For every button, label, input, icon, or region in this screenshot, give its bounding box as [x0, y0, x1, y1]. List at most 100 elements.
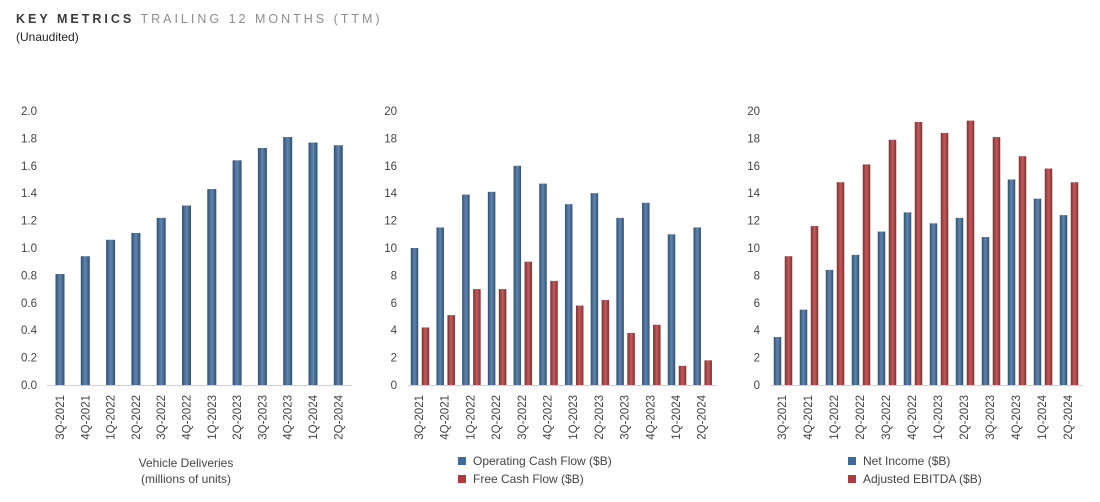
x-tick-label: 4Q-2021: [803, 395, 815, 440]
bar-red-series: [836, 182, 845, 385]
y-tick-label: 0.4: [21, 325, 38, 337]
bar-blue-series: [693, 227, 701, 385]
bar-red-series: [862, 164, 871, 385]
y-tick-label: 2: [391, 353, 397, 365]
bar-red-series: [601, 300, 610, 385]
x-tick-label: 2Q-2022: [131, 395, 143, 440]
x-tick-label: 1Q-2022: [829, 395, 841, 440]
bar-blue-series: [462, 194, 470, 385]
x-tick-label: 3Q-2022: [881, 395, 893, 440]
page-title: KEY METRICS TRAILING 12 MONTHS (TTM): [16, 10, 383, 28]
x-tick-label: 4Q-2023: [1011, 395, 1023, 440]
bar-blue-series: [851, 254, 860, 385]
y-tick-label: 0: [391, 380, 397, 392]
y-tick-label: 4: [754, 325, 761, 337]
x-tick-label: 2Q-2023: [959, 395, 971, 440]
bar-blue-series: [1007, 179, 1016, 385]
bar-red-series: [940, 132, 949, 385]
bar-blue-series: [929, 223, 938, 385]
legend-swatch: [848, 475, 856, 483]
x-tick-label: 1Q-2024: [308, 394, 320, 439]
bar-red-series: [992, 137, 1001, 385]
x-tick-label: 1Q-2022: [465, 395, 477, 440]
x-tick-label: 2Q-2024: [697, 394, 709, 439]
bar-red-series: [524, 261, 533, 385]
y-tick-label: 1.4: [21, 188, 38, 200]
y-tick-label: 0.0: [21, 380, 37, 392]
bar-red-series: [914, 121, 923, 386]
bar-blue-series: [1059, 215, 1068, 385]
bar-deliveries: [156, 217, 166, 385]
bar-blue-series: [903, 212, 912, 385]
title-subtitle: TRAILING 12 MONTHS (TTM): [140, 12, 383, 26]
bar-red-series: [678, 365, 687, 385]
bar-blue-series: [825, 269, 834, 385]
legend-label: Operating Cash Flow ($B): [473, 454, 612, 468]
bar-blue-series: [955, 217, 964, 385]
bar-deliveries: [333, 145, 343, 385]
legend-swatch: [848, 457, 856, 465]
x-tick-label: 3Q-2021: [777, 395, 789, 440]
x-tick-label: 4Q-2022: [182, 395, 194, 440]
title-main: KEY METRICS: [16, 12, 135, 26]
y-tick-label: 10: [384, 243, 397, 255]
bar-red-series: [653, 324, 661, 385]
bar-red-series: [704, 360, 712, 385]
unaudited-note: (Unaudited): [16, 30, 79, 44]
bar-deliveries: [106, 239, 116, 385]
bar-red-series: [966, 120, 975, 385]
y-tick-label: 20: [747, 106, 760, 118]
y-tick-label: 2.0: [21, 106, 37, 118]
x-tick-label: 2Q-2023: [232, 395, 244, 440]
legend-label: Net Income ($B): [863, 454, 950, 468]
y-tick-label: 1.8: [21, 133, 37, 145]
bar-deliveries: [182, 205, 191, 385]
bar-red-series: [575, 305, 584, 385]
chart-caption-line: Vehicle Deliveries: [139, 456, 234, 470]
bar-blue-series: [616, 217, 624, 385]
x-tick-label: 1Q-2022: [106, 395, 118, 440]
chart-caption-line: (millions of units): [141, 472, 231, 486]
bar-blue-series: [642, 202, 650, 385]
y-tick-label: 8: [391, 270, 397, 282]
x-tick-label: 3Q-2022: [517, 395, 529, 440]
y-tick-label: 0.6: [21, 298, 37, 310]
x-tick-label: 2Q-2022: [491, 395, 503, 440]
x-tick-label: 1Q-2023: [207, 395, 219, 440]
bar-blue-series: [564, 204, 573, 385]
bar-deliveries: [131, 232, 141, 385]
y-tick-label: 14: [384, 188, 397, 200]
legend-swatch: [458, 475, 466, 483]
bar-deliveries: [257, 147, 267, 385]
y-tick-label: 6: [754, 298, 760, 310]
bar-red-series: [784, 256, 793, 385]
y-tick-label: 16: [384, 161, 397, 173]
y-tick-label: 18: [384, 133, 397, 145]
y-tick-label: 0.2: [21, 353, 37, 365]
bar-red-series: [1070, 182, 1079, 385]
bar-blue-series: [539, 183, 547, 385]
chart-3: 0 2 4 6 8 10 12 14 16 18 20 3Q-2021 4Q-2021 1Q-2022 2Q…: [747, 106, 1083, 486]
bar-blue-series: [877, 231, 886, 385]
y-tick-label: 2: [754, 353, 760, 365]
x-tick-label: 2Q-2023: [594, 395, 606, 440]
x-tick-label: 3Q-2021: [55, 395, 67, 440]
chart-2: 0 2 4 6 8 10 12 14 16 18 20 3Q-2021 4Q-2021 1Q-2022 2Q…: [384, 106, 717, 486]
y-tick-label: 4: [391, 325, 398, 337]
bar-red-series: [888, 139, 897, 385]
y-tick-label: 14: [747, 188, 760, 200]
bar-deliveries: [232, 160, 242, 385]
y-tick-label: 6: [391, 298, 397, 310]
x-tick-label: 3Q-2023: [620, 395, 632, 440]
bar-blue-series: [1033, 198, 1042, 385]
bar-deliveries: [308, 142, 318, 385]
y-tick-label: 0.8: [21, 270, 37, 282]
bar-red-series: [1018, 156, 1027, 385]
legend-label: Adjusted EBITDA ($B): [863, 472, 982, 486]
bar-blue-series: [590, 193, 599, 385]
x-tick-label: 4Q-2021: [440, 395, 452, 440]
y-tick-label: 1.2: [21, 216, 37, 228]
x-tick-label: 1Q-2024: [1037, 394, 1049, 439]
bar-deliveries: [207, 189, 217, 385]
